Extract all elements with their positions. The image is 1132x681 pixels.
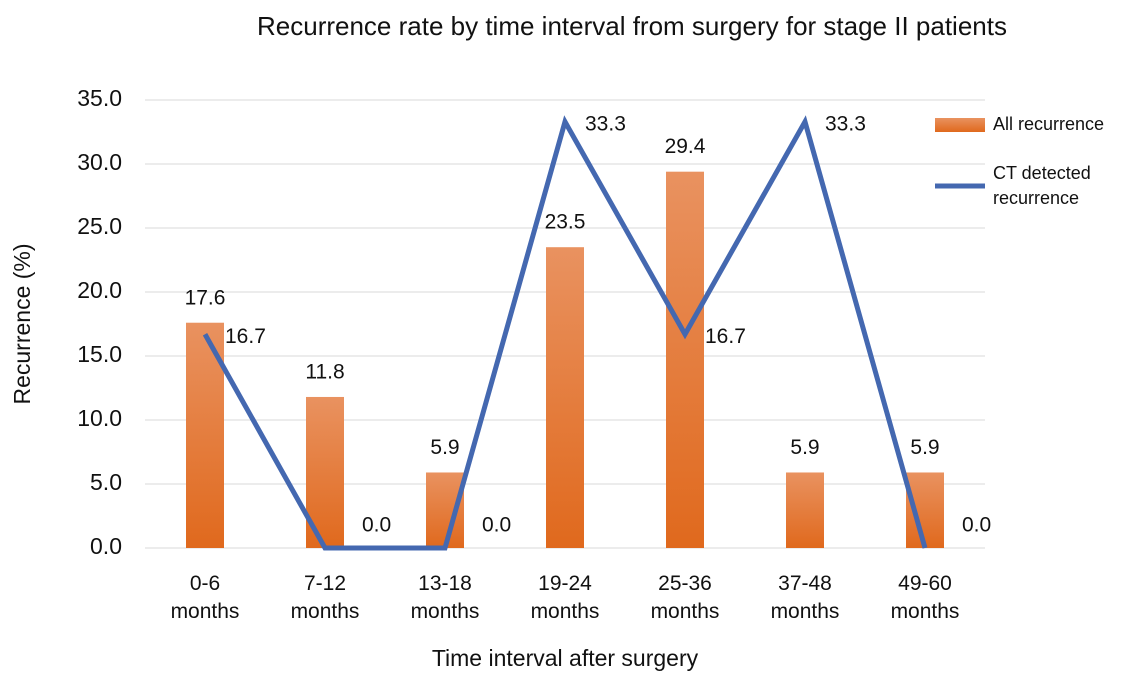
x-axis-title: Time interval after surgery <box>432 645 699 671</box>
line-value-label: 0.0 <box>362 514 391 537</box>
legend-label: All recurrence <box>993 114 1104 134</box>
y-tick-label: 15.0 <box>77 341 122 367</box>
y-tick-label: 35.0 <box>77 85 122 111</box>
x-tick-label: 0-6 months <box>171 572 240 623</box>
y-tick-label: 20.0 <box>77 277 122 303</box>
line-value-label: 0.0 <box>962 514 991 537</box>
bar-value-label: 5.9 <box>790 436 819 459</box>
bar <box>906 472 944 548</box>
bar-value-label: 23.5 <box>545 211 586 234</box>
x-tick-label: 37-48 months <box>771 572 840 623</box>
legend-label: CT detected recurrence <box>993 163 1091 208</box>
bar-value-label: 5.9 <box>910 436 939 459</box>
line-value-label: 33.3 <box>585 112 626 135</box>
line-value-label: 16.7 <box>225 325 266 348</box>
x-tick-label: 13-18 months <box>411 572 480 623</box>
x-tick-label: 19-24 months <box>531 572 600 623</box>
legend-swatch <box>935 118 985 132</box>
x-tick-label: 7-12 months <box>291 572 360 623</box>
chart-title: Recurrence rate by time interval from su… <box>257 11 1007 41</box>
y-tick-label: 30.0 <box>77 149 122 175</box>
x-tick-label: 49-60 months <box>891 572 960 623</box>
bar <box>786 472 824 548</box>
bar-value-label: 29.4 <box>665 135 706 158</box>
line-value-label: 0.0 <box>482 514 511 537</box>
bar <box>426 472 464 548</box>
bar-value-label: 11.8 <box>305 361 344 384</box>
bar <box>546 247 584 548</box>
y-tick-label: 25.0 <box>77 213 122 239</box>
y-tick-label: 0.0 <box>90 533 122 559</box>
bar-value-label: 17.6 <box>185 286 226 309</box>
bar <box>666 171 704 548</box>
y-tick-label: 10.0 <box>77 405 122 431</box>
line-value-label: 33.3 <box>825 112 866 135</box>
line-value-label: 16.7 <box>705 325 746 348</box>
y-tick-label: 5.0 <box>90 469 122 495</box>
bar-value-label: 5.9 <box>430 436 459 459</box>
y-axis-title: Recurrence (%) <box>9 243 35 404</box>
x-tick-label: 25-36 months <box>651 572 720 623</box>
line <box>202 115 928 551</box>
